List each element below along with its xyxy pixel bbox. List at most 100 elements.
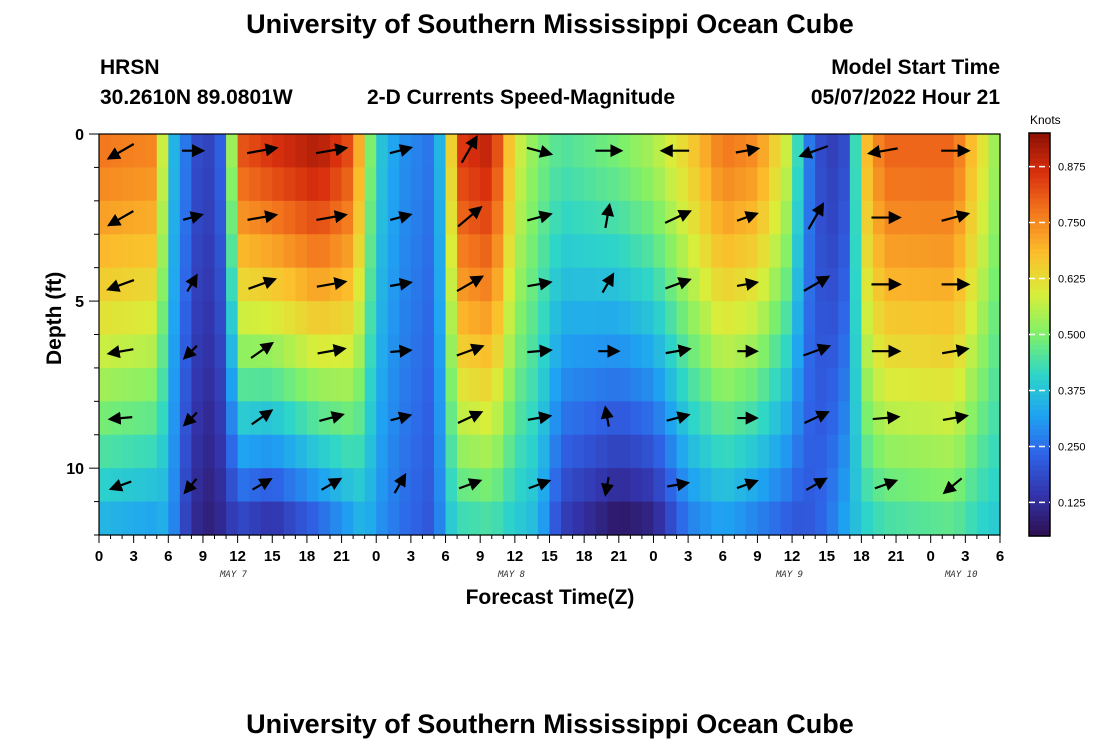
heatmap-cell	[976, 401, 990, 436]
current-vector-arrow	[246, 143, 279, 157]
colorbar-swatch	[1029, 445, 1050, 451]
heatmap-cell	[919, 367, 932, 402]
heatmap-cell	[145, 334, 158, 369]
heatmap-cell	[283, 468, 296, 503]
heatmap-cell	[156, 434, 169, 469]
heatmap-cell	[561, 401, 574, 436]
heatmap-cell	[168, 167, 181, 202]
heatmap-cell	[861, 334, 874, 369]
heatmap-cell	[214, 167, 227, 202]
heatmap-cell	[965, 334, 978, 369]
heatmap-cell	[503, 468, 516, 503]
heatmap-cell	[942, 501, 955, 536]
heatmap-cell	[780, 301, 793, 336]
y-axis-title: Depth (ft)	[43, 271, 66, 365]
heatmap-cell	[838, 468, 851, 503]
heatmap-cell	[514, 401, 527, 436]
x-tick-label: 6	[441, 548, 449, 565]
x-tick-label: 9	[476, 548, 484, 565]
heatmap-cell	[457, 267, 470, 302]
colorbar-swatch	[1029, 309, 1050, 315]
heatmap-cell	[780, 434, 793, 469]
heatmap-cell	[295, 434, 308, 469]
heatmap-cell	[260, 434, 273, 469]
heatmap-cell	[168, 501, 181, 536]
colorbar-swatch	[1029, 460, 1050, 467]
heatmap-cell	[722, 401, 735, 436]
current-vector-arrow	[458, 478, 483, 491]
heatmap-cell	[792, 401, 805, 436]
heatmap-cell	[457, 434, 470, 469]
heatmap-cell	[283, 200, 296, 235]
heatmap-cell	[584, 267, 597, 302]
heatmap-cell	[249, 367, 262, 402]
current-vector-arrow	[941, 344, 970, 358]
heatmap-cell	[699, 267, 712, 302]
heatmap-cell	[930, 301, 943, 336]
heatmap-cell	[145, 200, 158, 235]
colorbar-swatch	[1029, 238, 1050, 245]
heatmap-cell	[480, 167, 493, 202]
heatmap-cell	[815, 234, 828, 269]
heatmap-cell	[214, 367, 227, 402]
heatmap-cell	[156, 301, 169, 336]
heatmap-cell	[584, 134, 597, 169]
heatmap-cell	[457, 301, 470, 336]
heatmap-cell	[768, 501, 782, 536]
colorbar-swatch	[1029, 354, 1050, 361]
heatmap-cell	[988, 267, 1001, 302]
heatmap-cell	[433, 401, 447, 436]
heatmap-cell	[757, 434, 770, 469]
heatmap-cell	[191, 367, 204, 402]
colorbar-swatch	[1029, 425, 1050, 431]
heatmap-cell	[526, 167, 539, 202]
heatmap-cell	[445, 234, 458, 269]
heatmap-cell	[133, 267, 146, 302]
heatmap-cell	[156, 200, 169, 235]
heatmap-cell	[641, 134, 655, 169]
colorbar-swatch	[1029, 505, 1050, 512]
heatmap-cell	[641, 200, 655, 235]
heatmap-cell	[503, 401, 516, 436]
heatmap-cell	[145, 367, 158, 402]
heatmap-cell	[549, 434, 562, 469]
heatmap-cell	[168, 468, 181, 503]
heatmap-cell	[295, 134, 308, 169]
heatmap-cell	[584, 334, 597, 369]
heatmap-cell	[318, 501, 331, 536]
heatmap-cell	[607, 434, 620, 469]
heatmap-cell	[676, 301, 689, 336]
heatmap-cell	[468, 167, 481, 202]
heatmap-cell	[422, 468, 435, 503]
heatmap-cell	[919, 301, 932, 336]
heatmap-cell	[549, 200, 562, 235]
heatmap-cell	[145, 434, 158, 469]
colorbar-swatch	[1029, 500, 1050, 507]
heatmap-cell	[410, 434, 424, 469]
heatmap-cell	[503, 334, 516, 369]
heatmap-cell	[907, 501, 920, 536]
heatmap-cell	[283, 434, 296, 469]
heatmap-cell	[976, 434, 990, 469]
colorbar-tick-label: 0.125	[1058, 497, 1086, 509]
heatmap-cell	[768, 301, 782, 336]
heatmap-cell	[849, 200, 862, 235]
colorbar-swatch	[1029, 415, 1050, 421]
heatmap-cell	[815, 167, 828, 202]
heatmap-cell	[861, 134, 874, 169]
heatmap-cell	[665, 434, 678, 469]
heatmap-cell	[445, 367, 458, 402]
heatmap-cell	[561, 200, 574, 235]
heatmap-cell	[295, 334, 308, 369]
heatmap-cell	[283, 301, 296, 336]
heatmap-cell	[503, 301, 516, 336]
heatmap-cell	[237, 267, 250, 302]
heatmap-cell	[699, 434, 712, 469]
heatmap-cell	[122, 334, 135, 369]
heatmap-cell	[930, 468, 943, 503]
heatmap-cell	[861, 501, 874, 536]
heatmap-cell	[653, 167, 666, 202]
heatmap-cell	[919, 200, 932, 235]
heatmap-cell	[757, 401, 770, 436]
heatmap-cell	[919, 401, 932, 436]
